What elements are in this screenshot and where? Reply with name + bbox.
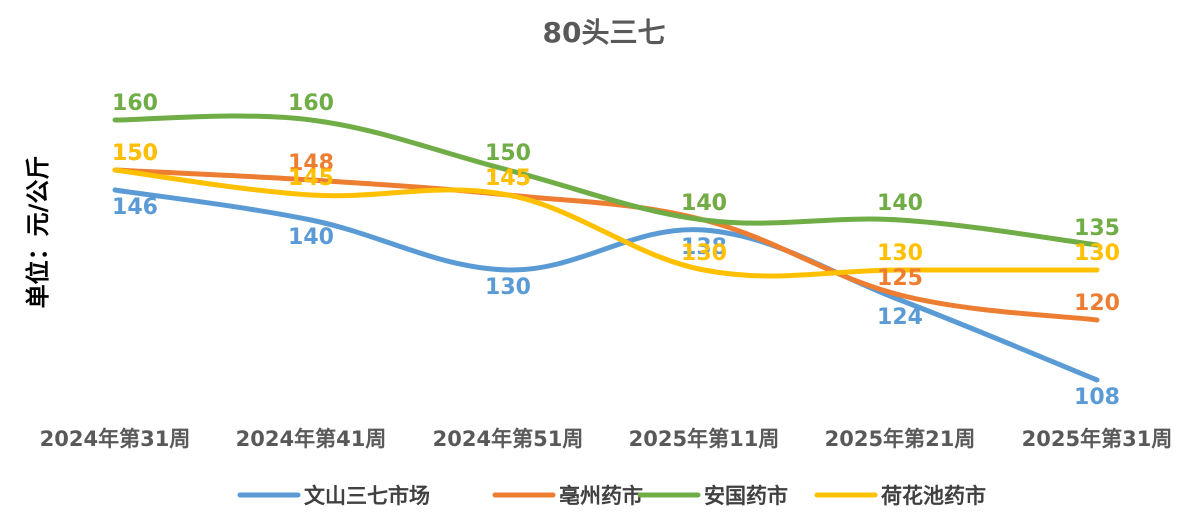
x-tick-label: 2025年第31周 [1022, 427, 1173, 451]
data-label: 140 [681, 191, 727, 216]
data-label: 150 [485, 141, 531, 166]
x-axis: 2024年第31周 2024年第41周 2024年第51周 2025年第11周 2025… [40, 427, 1173, 451]
series-line-0 [112, 187, 1100, 383]
chart-title: 80头三七 [543, 16, 666, 49]
series-line-2 [112, 113, 1100, 248]
data-label: 160 [112, 91, 158, 116]
legend-entry: 安国药市 [704, 484, 788, 508]
plot-area [112, 113, 1100, 383]
data-label: 150 [112, 141, 158, 166]
data-label: 140 [877, 191, 923, 216]
x-tick-label: 2025年第21周 [825, 427, 976, 451]
legend: 文山三七市场 亳州药市 安国药市 荷花池药市 [237, 484, 986, 508]
series-line-3 [112, 167, 1100, 279]
legend-entry: 文山三七市场 [304, 484, 430, 508]
data-label: 130 [1074, 241, 1120, 266]
x-tick-label: 2025年第11周 [629, 427, 780, 451]
data-label: 140 [681, 191, 727, 216]
x-tick-label: 2024年第41周 [236, 427, 387, 451]
legend-entry: 亳州药市 [559, 484, 643, 508]
data-label: 160 [288, 91, 334, 116]
series-line-1 [112, 167, 1100, 323]
data-label: 145 [288, 166, 334, 191]
x-tick-label: 2024年第51周 [433, 427, 584, 451]
data-label: 150 [112, 141, 158, 166]
data-label: 146 [112, 195, 158, 220]
y-axis-label: 单位：元/公斤 [24, 156, 52, 309]
data-label: 130 [485, 275, 531, 300]
data-label: 138 [681, 235, 727, 260]
data-label: 145 [485, 166, 531, 191]
data-label: 120 [1074, 291, 1120, 316]
data-label: 108 [1074, 385, 1120, 410]
data-label: 130 [877, 241, 923, 266]
data-label: 130 [681, 241, 727, 266]
data-label: 125 [877, 266, 923, 291]
data-label: 140 [288, 225, 334, 250]
data-label: 124 [877, 305, 923, 330]
data-label: 145 [485, 166, 531, 191]
data-label: 135 [1074, 216, 1120, 241]
legend-entry: 荷花池药市 [881, 484, 986, 508]
x-tick-label: 2024年第31周 [40, 427, 191, 451]
data-label: 148 [288, 151, 334, 176]
